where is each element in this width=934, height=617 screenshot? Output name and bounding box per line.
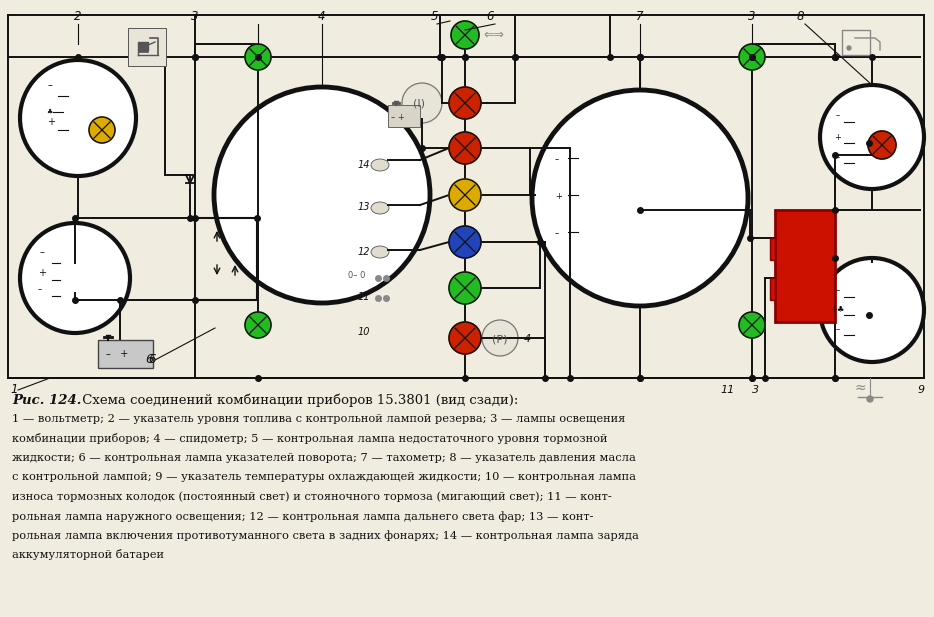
Text: 3: 3	[191, 10, 199, 23]
Text: 11: 11	[720, 385, 734, 395]
Text: 6: 6	[148, 353, 155, 366]
Text: +: +	[47, 117, 55, 127]
Text: 8: 8	[797, 10, 804, 23]
Text: 10: 10	[358, 327, 371, 337]
Text: 4: 4	[318, 10, 326, 23]
Text: 7: 7	[636, 10, 644, 23]
Text: 9: 9	[918, 385, 925, 395]
Text: Рис. 124.: Рис. 124.	[12, 394, 81, 407]
Circle shape	[402, 83, 442, 123]
Text: 6: 6	[487, 10, 494, 23]
Circle shape	[449, 179, 481, 211]
Text: 13: 13	[358, 202, 371, 212]
Bar	[195, 218, 257, 300]
Circle shape	[449, 226, 481, 258]
Circle shape	[245, 312, 271, 338]
Text: 0– 0: 0– 0	[348, 271, 365, 280]
Text: ⇐⇒: ⇐⇒	[483, 29, 504, 42]
Circle shape	[20, 60, 136, 176]
Bar	[98, 340, 153, 368]
Text: 3: 3	[748, 10, 756, 23]
Text: ♣: ♣	[46, 109, 52, 115]
Text: 4: 4	[524, 334, 531, 344]
Ellipse shape	[371, 202, 389, 214]
Bar	[128, 28, 166, 66]
Text: +: +	[38, 268, 46, 278]
Bar	[388, 105, 420, 127]
Text: Схема соединений комбинации приборов 15.3801 (вид сзади):: Схема соединений комбинации приборов 15.…	[78, 394, 518, 407]
Text: 1 — вольтметр; 2 — указатель уровня топлива с контрольной лампой резерва; 3 — ла: 1 — вольтметр; 2 — указатель уровня топл…	[12, 414, 626, 424]
Text: 2: 2	[74, 10, 82, 23]
Text: –: –	[836, 153, 841, 162]
Text: –: –	[836, 325, 841, 334]
Circle shape	[214, 87, 430, 303]
Text: – +: – +	[391, 113, 404, 122]
Circle shape	[847, 46, 851, 50]
Circle shape	[739, 312, 765, 338]
Text: 1: 1	[10, 383, 18, 396]
Text: 3: 3	[752, 385, 759, 395]
Circle shape	[739, 44, 765, 70]
Circle shape	[20, 223, 130, 333]
Bar	[770, 278, 775, 300]
Text: комбинации приборов; 4 — спидометр; 5 — контрольная лампа недостаточного уровня : комбинации приборов; 4 — спидометр; 5 — …	[12, 433, 607, 444]
Text: 14: 14	[358, 160, 371, 170]
Text: +: +	[834, 133, 841, 142]
Circle shape	[868, 131, 896, 159]
Text: рольная лампа включения противотуманного света в задних фонарях; 14 — контрольна: рольная лампа включения противотуманного…	[12, 530, 639, 541]
Text: –: –	[555, 155, 559, 164]
Circle shape	[449, 272, 481, 304]
Text: жидкости; 6 — контрольная лампа указателей поворота; 7 — тахометр; 8 — указатель: жидкости; 6 — контрольная лампа указател…	[12, 453, 636, 463]
Text: –   +: – +	[106, 349, 128, 359]
Text: с контрольной лампой; 9 — указатель температуры охлаждающей жидкости; 10 — контр: с контрольной лампой; 9 — указатель темп…	[12, 473, 636, 482]
Text: рольная лампа наружного освещения; 12 — контрольная лампа дальнего света фар; 13: рольная лампа наружного освещения; 12 — …	[12, 511, 593, 521]
Text: –: –	[38, 285, 42, 294]
Circle shape	[449, 132, 481, 164]
Circle shape	[451, 21, 479, 49]
Circle shape	[245, 44, 271, 70]
Circle shape	[532, 90, 748, 306]
Ellipse shape	[371, 246, 389, 258]
Circle shape	[89, 117, 115, 143]
Circle shape	[820, 258, 924, 362]
Text: +♣: +♣	[830, 305, 844, 314]
Text: –: –	[48, 80, 53, 90]
Text: 6: 6	[145, 353, 153, 366]
Text: +: +	[555, 192, 562, 201]
Text: 11: 11	[358, 292, 371, 302]
Circle shape	[449, 322, 481, 354]
Text: аккумуляторной батареи: аккумуляторной батареи	[12, 550, 164, 560]
Text: ≈: ≈	[855, 381, 867, 395]
Bar	[138, 42, 148, 52]
Ellipse shape	[371, 159, 389, 171]
Text: –: –	[555, 229, 559, 238]
Text: (P): (P)	[492, 334, 507, 344]
Bar	[770, 238, 775, 260]
Circle shape	[449, 87, 481, 119]
Circle shape	[482, 320, 518, 356]
Circle shape	[820, 85, 924, 189]
Bar	[775, 210, 835, 322]
Text: износа тормозных колодок (постоянный свет) и стояночного тормоза (мигающий свет): износа тормозных колодок (постоянный све…	[12, 491, 612, 502]
Text: –: –	[836, 111, 841, 120]
Text: –: –	[836, 286, 841, 295]
Circle shape	[867, 396, 873, 402]
Text: –: –	[40, 247, 45, 257]
Text: 5: 5	[432, 10, 439, 23]
Text: (I): (I)	[413, 99, 425, 109]
Text: 12: 12	[358, 247, 371, 257]
